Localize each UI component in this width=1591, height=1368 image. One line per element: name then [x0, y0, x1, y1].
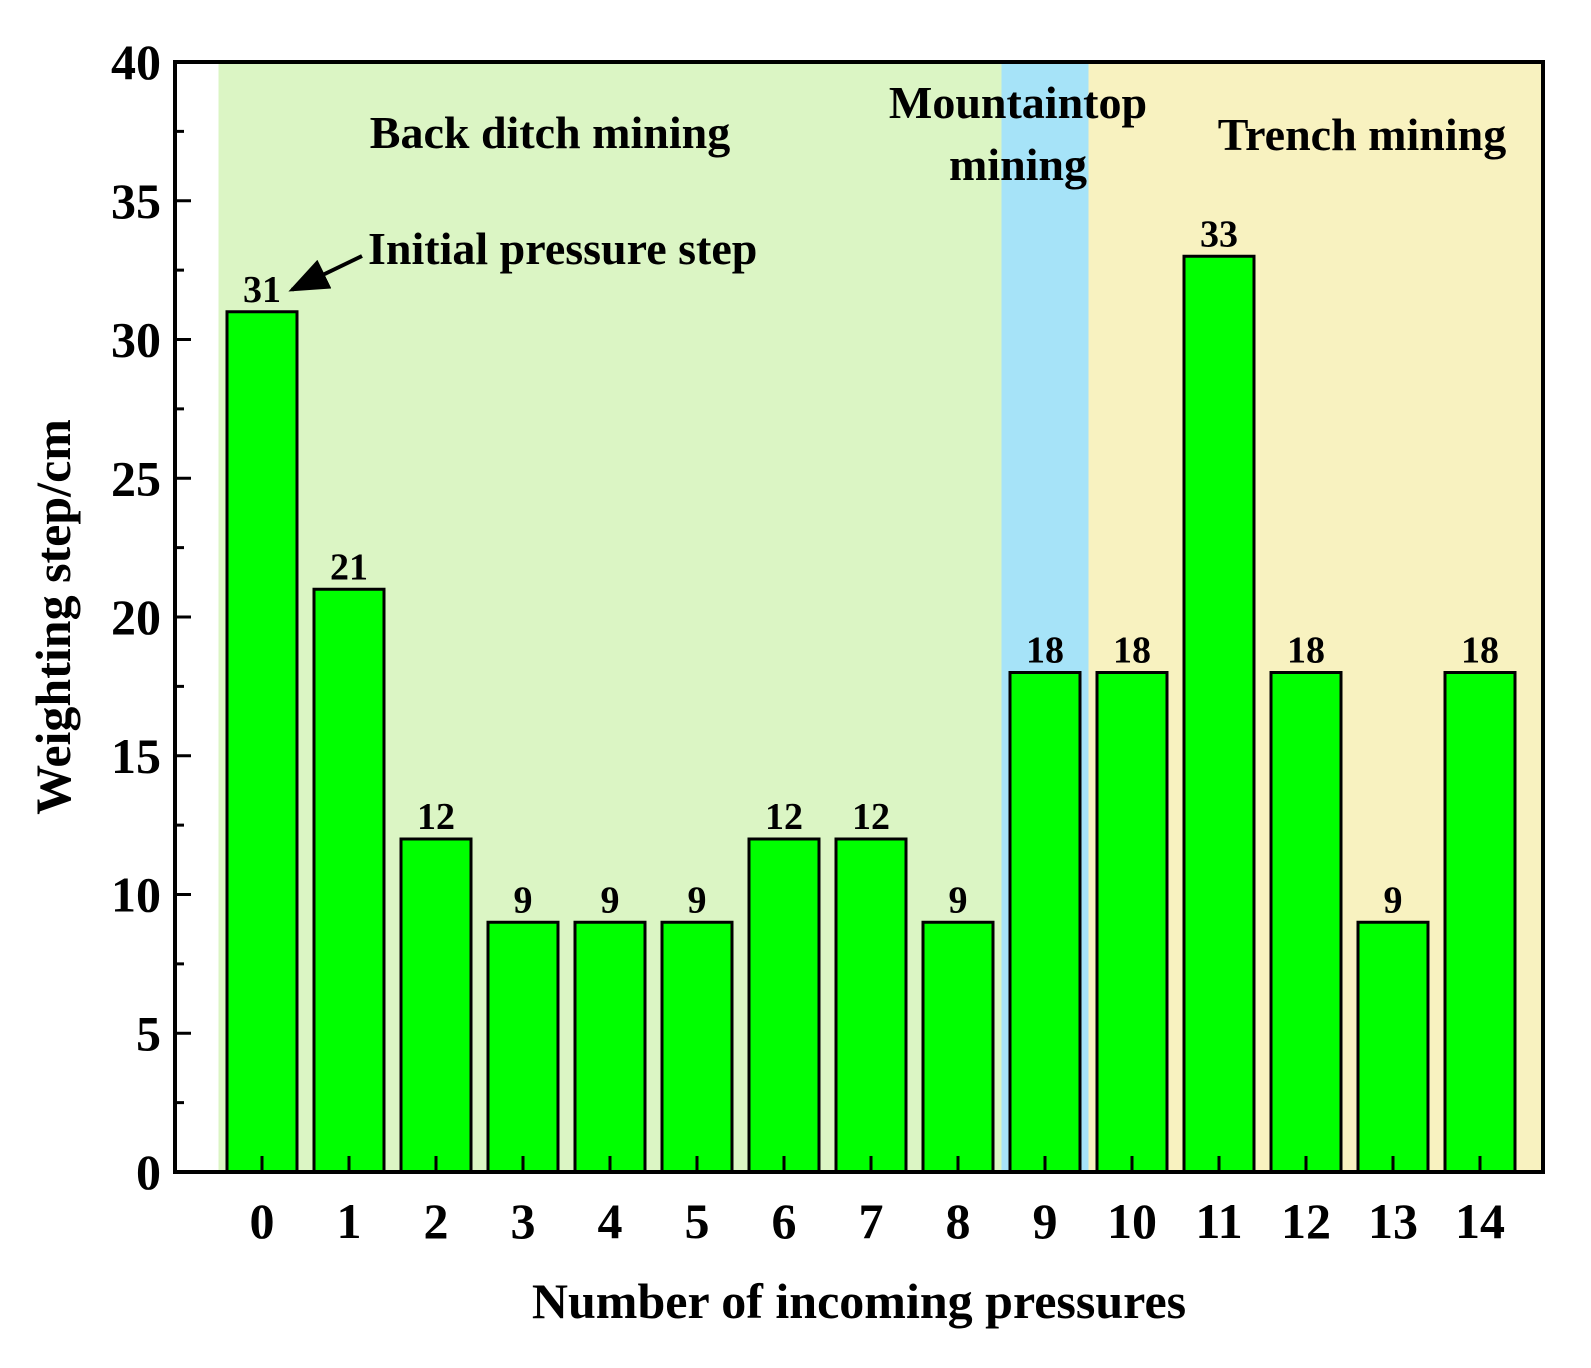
annotation-arrow	[288, 254, 363, 292]
bar	[834, 837, 908, 1174]
bar-value-label: 18	[1026, 630, 1064, 672]
annotation-text: Initial pressure step	[368, 223, 757, 274]
y-tick-label: 10	[111, 867, 161, 923]
bar-value-label: 12	[765, 796, 803, 838]
bar-value-label: 18	[1287, 630, 1325, 672]
x-tick-label: 2	[424, 1193, 449, 1249]
bar	[312, 587, 386, 1174]
bar	[1182, 254, 1256, 1174]
x-axis-title: Number of incoming pressures	[532, 1273, 1186, 1329]
y-tick-label: 5	[136, 1005, 161, 1061]
bar-value-labels: 31 21 12 9 9 9 12 12 9 18 18 33 18 9 18	[243, 213, 1499, 921]
bar	[486, 920, 560, 1174]
bar	[573, 920, 647, 1174]
y-tick-label: 15	[111, 728, 161, 784]
region-label: mining	[949, 139, 1087, 190]
region-label: Mountaintop	[889, 77, 1147, 128]
y-tick-label: 40	[111, 34, 161, 90]
bar-value-label: 18	[1113, 630, 1151, 672]
x-tick-label: 7	[859, 1193, 884, 1249]
y-tick-label: 20	[111, 589, 161, 645]
x-tick-label: 9	[1033, 1193, 1058, 1249]
bar	[399, 837, 473, 1174]
x-tick-label: 13	[1368, 1193, 1418, 1249]
bar-value-label: 33	[1200, 213, 1238, 255]
x-tick-label: 5	[685, 1193, 710, 1249]
bar-value-label: 18	[1461, 630, 1499, 672]
bar	[660, 920, 734, 1174]
y-axis-title: Weighting step/cm	[25, 419, 81, 815]
bar-value-label: 21	[330, 546, 368, 588]
bar-value-label: 9	[1384, 879, 1403, 921]
bar	[1008, 671, 1082, 1174]
y-tick-label: 30	[111, 312, 161, 368]
bars	[225, 254, 1517, 1174]
bar	[1095, 671, 1169, 1174]
x-tick-label: 11	[1195, 1193, 1242, 1249]
bar-value-label: 9	[949, 879, 968, 921]
bar-value-label: 12	[852, 796, 890, 838]
x-tick-label: 3	[511, 1193, 536, 1249]
x-tick-label: 14	[1455, 1193, 1505, 1249]
y-tick-label: 35	[111, 173, 161, 229]
bar-value-label: 9	[688, 879, 707, 921]
bar	[921, 920, 995, 1174]
y-tick-label: 25	[111, 450, 161, 506]
bar	[1356, 920, 1430, 1174]
bar	[225, 310, 299, 1174]
annotation: Initial pressure step	[288, 223, 757, 292]
y-tick-label: 0	[136, 1144, 161, 1200]
x-tick-label: 6	[772, 1193, 797, 1249]
bar-value-label: 9	[514, 879, 533, 921]
x-tick-label: 0	[250, 1193, 275, 1249]
x-tick-label: 12	[1281, 1193, 1331, 1249]
bar	[747, 837, 821, 1174]
bar	[1269, 671, 1343, 1174]
x-tick-label: 8	[946, 1193, 971, 1249]
region-label: Back ditch mining	[370, 107, 730, 158]
region-labels: Back ditch mining Mountaintop mining Trench…	[370, 77, 1506, 190]
bar-value-label: 31	[243, 269, 281, 311]
x-tick-label: 10	[1107, 1193, 1157, 1249]
bar	[1443, 671, 1517, 1174]
bar-value-label: 12	[417, 796, 455, 838]
x-tick-label: 4	[598, 1193, 623, 1249]
region-label: Trench mining	[1218, 109, 1506, 160]
bar-value-label: 9	[601, 879, 620, 921]
x-tick-label: 1	[337, 1193, 362, 1249]
